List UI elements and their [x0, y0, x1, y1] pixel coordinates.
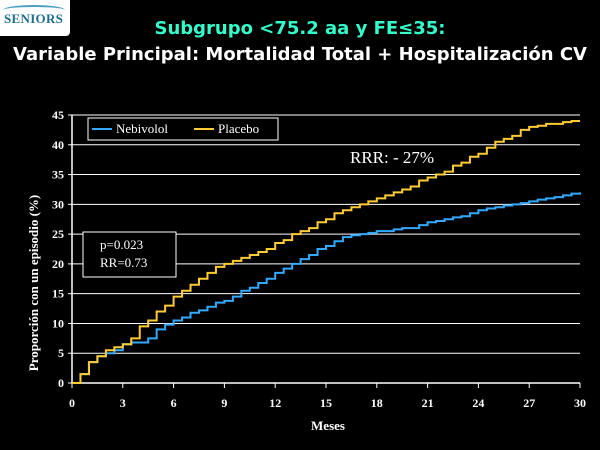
x-tick-label-0: 0 [69, 396, 75, 410]
legend-box [87, 117, 279, 141]
rr-value: RR=0.73 [100, 255, 147, 270]
seniors-logo: SENIORS [0, 0, 70, 36]
series-layer [72, 119, 581, 384]
x-tick-label-30: 30 [574, 396, 586, 410]
series-line-nebivolol [72, 192, 581, 384]
x-tick-label-3: 3 [120, 396, 126, 410]
y-tick-label-40: 40 [52, 138, 64, 152]
y-tick-label-10: 10 [52, 316, 64, 330]
x-tick-label-12: 12 [269, 396, 281, 410]
logo-text: SENIORS [4, 11, 64, 26]
y-tick-label-20: 20 [52, 257, 64, 271]
x-tick-label-21: 21 [422, 396, 434, 410]
y-tick-label-0: 0 [58, 376, 64, 390]
logo-swoosh [3, 5, 65, 15]
y-tick-label-5: 5 [58, 346, 64, 360]
y-tick-label-45: 45 [52, 108, 64, 122]
x-tick-label-27: 27 [523, 396, 535, 410]
y-tick-label-35: 35 [52, 168, 64, 182]
stats-box: p=0.023 RR=0.73 [82, 231, 177, 278]
y-tick-label-15: 15 [52, 287, 64, 301]
y-axis-label: Proporción con un episodio (%) [26, 195, 41, 371]
legend-placebo-label: Placebo [218, 121, 259, 136]
y-tick-label-30: 30 [52, 197, 64, 211]
title-line-2: Variable Principal: Mortalidad Total + H… [13, 44, 587, 65]
p-value: p=0.023 [100, 237, 143, 252]
x-tick-label-24: 24 [472, 396, 484, 410]
rrr-annotation: RRR: - 27% [350, 148, 434, 167]
axes-layer: 0 5 10 15 20 25 30 35 40 45 0 3 6 9 12 15 18 21 24 27 30 [52, 108, 586, 410]
x-tick-label-6: 6 [171, 396, 177, 410]
y-tick-label-25: 25 [52, 227, 64, 241]
x-tick-label-15: 15 [320, 396, 332, 410]
x-axis-label: Meses [311, 418, 345, 433]
legend-nebivolol-label: Nebivolol [116, 121, 168, 136]
stats-box-frame [82, 231, 177, 278]
series-line-placebo [72, 119, 580, 384]
x-tick-label-9: 9 [221, 396, 227, 410]
x-tick-label-18: 18 [371, 396, 383, 410]
title-line-1: Subgrupo <75.2 aa y FE≤35: [154, 18, 446, 39]
legend: Nebivolol Placebo [87, 117, 279, 141]
